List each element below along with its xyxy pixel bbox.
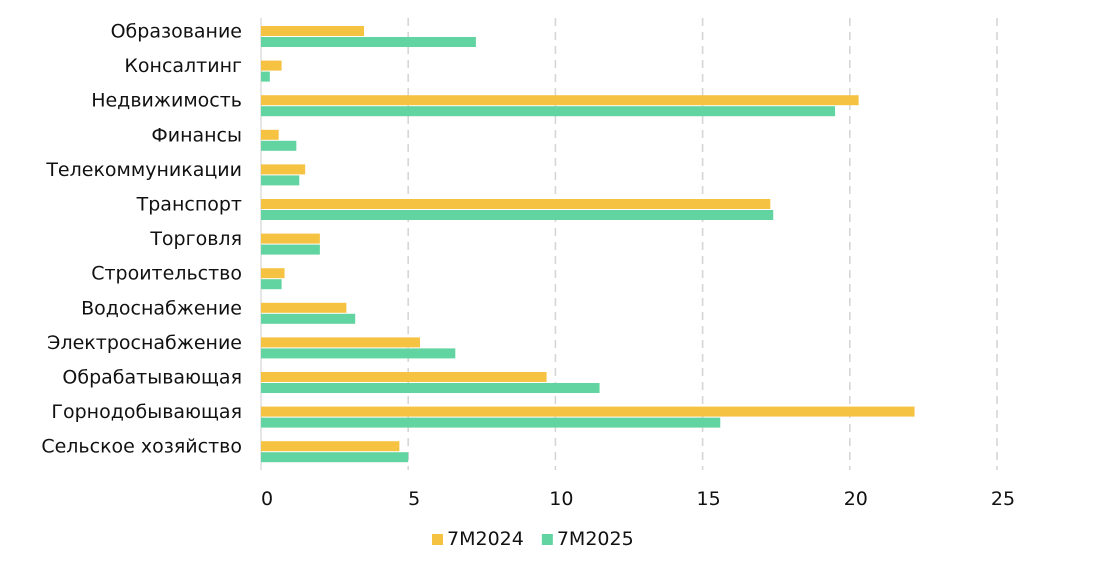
bar-series1 [261, 441, 400, 452]
bar-series2 [261, 210, 774, 220]
bar-series1 [261, 164, 306, 175]
category-label: Торговля [149, 228, 242, 250]
bar-series1 [261, 60, 282, 71]
category-label: Обрабатывающая [62, 367, 242, 389]
bar-series2 [261, 140, 297, 151]
bar-series2 [261, 106, 836, 117]
bar-series1 [261, 372, 547, 382]
gridlines [260, 18, 998, 470]
x-tick-labels: 0 5 10 15 20 25 [261, 488, 1015, 510]
category-label: Сельское хозяйство [41, 436, 242, 458]
legend: 7M2024 7M2025 [432, 528, 634, 550]
category-label: Телекоммуникации [45, 159, 242, 181]
category-label: Горнодобывающая [51, 401, 242, 423]
bar-series2 [261, 417, 721, 428]
bar-series1 [261, 337, 420, 348]
legend-label: 7M2024 [447, 528, 524, 550]
x-tick-label: 25 [991, 488, 1015, 510]
category-label: Строительство [91, 263, 242, 285]
bar-series1 [261, 129, 279, 140]
bar-series2 [261, 313, 356, 324]
bar-series1 [261, 406, 915, 417]
bar-series1 [261, 268, 285, 279]
bar-series1 [261, 233, 320, 244]
bar-series1 [261, 26, 365, 36]
bar-series2 [261, 348, 456, 359]
bar-series1 [261, 95, 859, 106]
bar-series1 [261, 302, 347, 313]
bar-series2 [261, 383, 600, 393]
legend-swatch [432, 534, 443, 545]
category-label: Транспорт [136, 194, 242, 216]
bars [261, 26, 915, 463]
x-tick-label: 15 [697, 488, 721, 510]
category-label: Водоснабжение [81, 297, 242, 319]
bar-series1 [261, 199, 771, 209]
bar-series2 [261, 244, 320, 255]
bar-series2 [261, 37, 476, 47]
x-tick-label: 20 [844, 488, 868, 510]
bar-series2 [261, 452, 409, 463]
legend-swatch [541, 534, 553, 545]
x-tick-label: 10 [549, 488, 573, 510]
category-label: Недвижимость [91, 90, 242, 112]
bar-series2 [261, 279, 282, 290]
category-label: Электроснабжение [47, 332, 242, 354]
legend-label: 7M2025 [557, 528, 634, 550]
bar-series2 [261, 175, 300, 186]
category-labels: Образование Консалтинг Недвижимость Финансы… [41, 21, 242, 458]
category-label: Консалтинг [124, 55, 242, 77]
category-label: Финансы [151, 124, 242, 146]
x-tick-label: 0 [261, 488, 273, 510]
bar-series2 [261, 71, 270, 82]
x-tick-label: 5 [408, 488, 420, 510]
category-label: Образование [111, 21, 242, 43]
